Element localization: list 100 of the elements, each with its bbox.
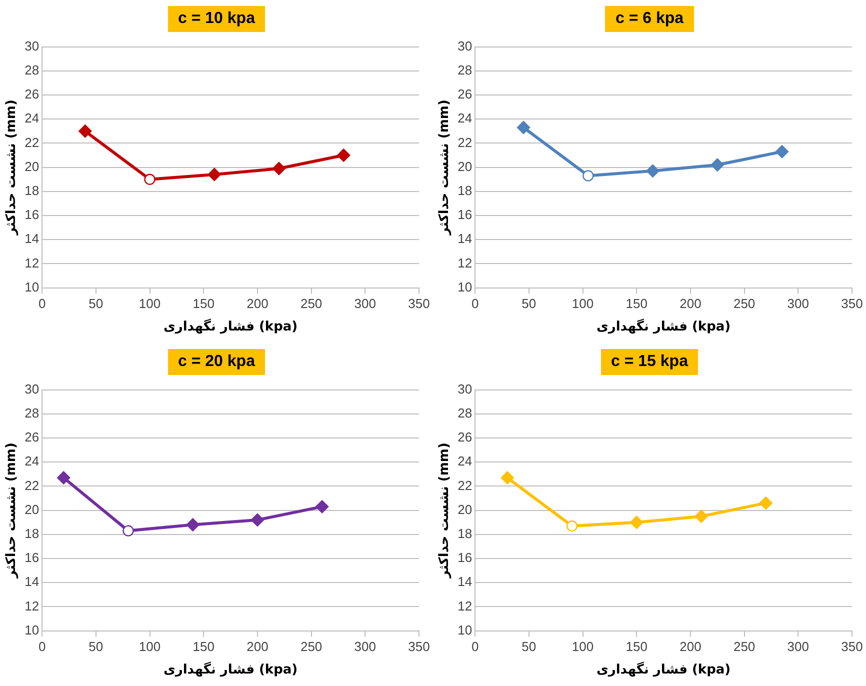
x-tick-label: 100 <box>138 639 161 654</box>
x-tick-label: 200 <box>246 296 268 312</box>
y-tick-label: 12 <box>24 255 40 270</box>
point <box>122 525 134 536</box>
x-tick-label: 350 <box>841 296 863 312</box>
x-tick-label: 350 <box>408 296 430 312</box>
chart-title: c = 15 kpa <box>601 349 698 375</box>
y-tick-label: 22 <box>24 134 40 150</box>
x-tick-label: 0 <box>38 639 46 654</box>
x-tick-label: 250 <box>733 639 756 654</box>
x-tick-label: 150 <box>192 639 214 654</box>
y-tick-label: 18 <box>24 526 40 541</box>
x-tick-label: 350 <box>841 639 863 654</box>
y-tick-label: 24 <box>458 110 472 126</box>
x-tick-label: 300 <box>354 639 376 654</box>
y-axis-title: نشست حداکثر (mm) <box>4 442 20 580</box>
y-tick-label: 28 <box>458 62 472 78</box>
x-tick-label: 100 <box>138 296 161 312</box>
y-tick-label: 24 <box>458 454 472 469</box>
point <box>337 148 350 162</box>
y-tick-label: 14 <box>24 231 40 246</box>
x-tick-label: 50 <box>522 639 536 654</box>
point <box>630 516 644 529</box>
x-tick-label: 100 <box>572 639 594 654</box>
point <box>186 518 200 532</box>
y-tick-label: 16 <box>458 207 472 222</box>
point <box>646 164 660 178</box>
y-tick-label: 12 <box>458 598 472 614</box>
x-tick-label: 50 <box>88 296 104 312</box>
x-tick-label: 150 <box>626 639 648 654</box>
x-tick-label: 50 <box>522 296 536 312</box>
y-axis-title: نشست حداکثر (mm) <box>4 100 20 236</box>
y-tick-label: 22 <box>458 134 472 150</box>
point <box>250 513 264 527</box>
x-tick-label: 250 <box>733 296 756 312</box>
x-tick-label: 50 <box>88 639 104 654</box>
y-tick-label: 18 <box>458 182 472 198</box>
y-tick-label: 20 <box>458 158 472 174</box>
y-tick-label: 26 <box>24 86 40 102</box>
y-tick-label: 28 <box>458 405 472 420</box>
y-tick-label: 10 <box>24 622 40 638</box>
y-tick-label: 14 <box>458 574 472 590</box>
chart-title: c = 6 kpa <box>605 6 694 32</box>
chart-title: c = 20 kpa <box>168 349 265 375</box>
x-tick-label: 300 <box>787 639 810 654</box>
x-tick-label: 0 <box>471 296 479 312</box>
point <box>694 510 708 523</box>
y-tick-label: 18 <box>458 526 472 541</box>
y-tick-label: 12 <box>458 255 472 270</box>
y-tick-label: 30 <box>24 38 40 54</box>
point <box>272 162 286 176</box>
y-tick-label: 14 <box>24 574 40 590</box>
point <box>78 124 92 138</box>
y-tick-label: 24 <box>24 110 40 126</box>
y-tick-label: 30 <box>458 38 472 54</box>
y-tick-label: 22 <box>458 478 472 493</box>
point <box>582 170 594 182</box>
point <box>315 500 329 514</box>
point <box>775 145 789 158</box>
x-axis-title: فشار نگهداری (kpa) <box>596 662 731 678</box>
y-tick-label: 28 <box>24 62 40 78</box>
x-tick-label: 200 <box>680 639 702 654</box>
point <box>208 168 221 182</box>
y-tick-label: 10 <box>24 279 40 294</box>
x-tick-label: 0 <box>471 639 479 654</box>
y-tick-label: 16 <box>24 207 40 222</box>
x-tick-label: 350 <box>408 639 430 654</box>
y-tick-label: 20 <box>458 502 472 517</box>
y-tick-label: 10 <box>458 279 472 294</box>
y-tick-label: 20 <box>24 502 40 517</box>
y-tick-label: 16 <box>458 550 472 566</box>
x-axis-title: فشار نگهداری (kpa) <box>596 318 731 335</box>
x-tick-label: 200 <box>246 639 268 654</box>
point <box>144 174 156 185</box>
y-tick-label: 12 <box>24 598 40 614</box>
y-tick-label: 28 <box>24 405 40 420</box>
y-tick-label: 30 <box>24 381 40 396</box>
y-tick-label: 18 <box>24 182 40 198</box>
x-tick-label: 250 <box>300 639 322 654</box>
y-tick-label: 24 <box>24 454 40 469</box>
y-axis-title: نشست حداکثر (mm) <box>437 442 452 580</box>
y-tick-label: 20 <box>24 158 40 174</box>
y-tick-label: 26 <box>458 86 472 102</box>
x-tick-label: 300 <box>354 296 376 312</box>
x-tick-label: 300 <box>787 296 810 312</box>
y-tick-label: 26 <box>458 430 472 445</box>
y-tick-label: 22 <box>24 478 40 493</box>
x-tick-label: 0 <box>38 296 46 312</box>
point <box>710 158 724 172</box>
chart-title: c = 10 kpa <box>168 6 265 32</box>
y-tick-label: 26 <box>24 430 40 445</box>
point <box>516 120 530 134</box>
y-tick-label: 14 <box>458 231 472 246</box>
y-tick-label: 10 <box>458 622 472 638</box>
y-tick-label: 16 <box>24 550 40 566</box>
point <box>57 471 70 484</box>
x-tick-label: 150 <box>626 296 648 312</box>
x-axis-title: فشار نگهداری (kpa) <box>163 318 298 335</box>
x-tick-label: 200 <box>680 296 702 312</box>
x-tick-label: 100 <box>572 296 594 312</box>
